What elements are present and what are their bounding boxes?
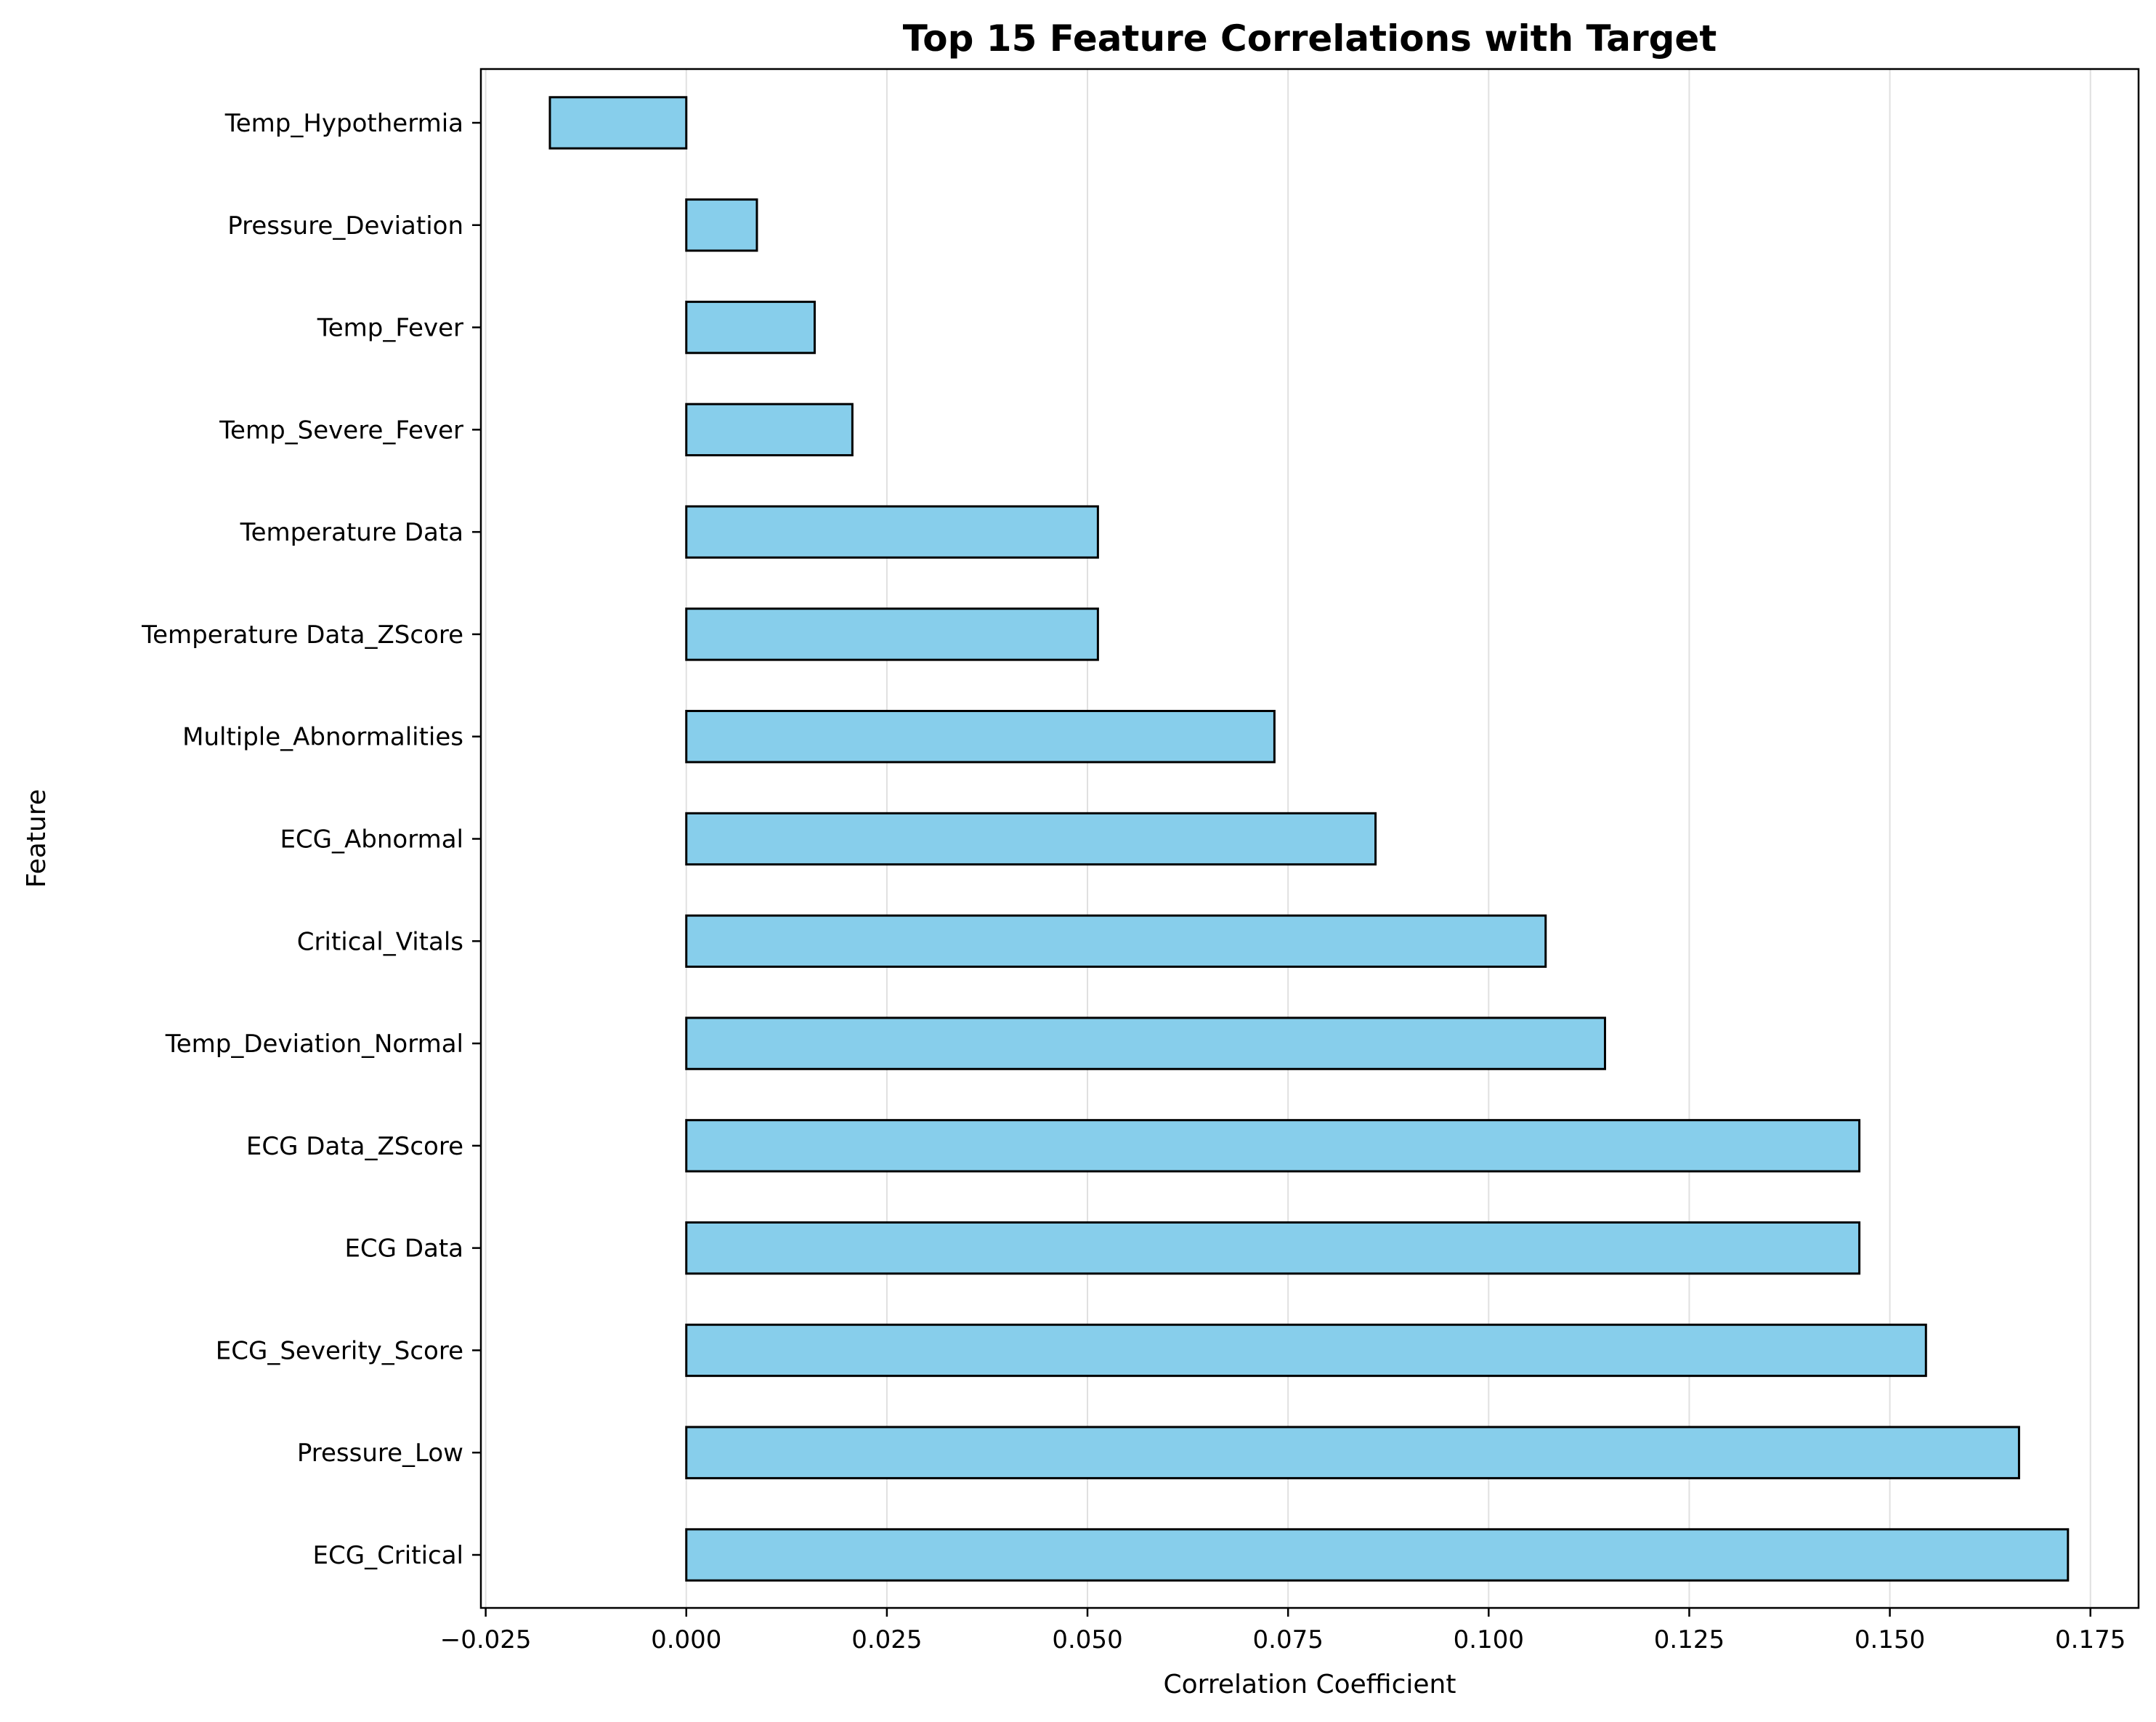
bar [685,914,1547,968]
x-axis-ticks: −0.025 0.000 0.025 0.050 0.075 0.100 0.125 0.15… [440,1608,2125,1654]
x-tick-label: 0.175 [2055,1625,2125,1654]
x-tick-label: 0.025 [851,1625,922,1654]
y-axis-ticks: Temp_Hypothermia Pressure_Deviation Temp_F… [141,109,481,1570]
y-tick-label: Temp_Fever [317,314,463,343]
y-tick-label: ECG_Severity_Score [216,1336,463,1365]
x-tick-label: 0.150 [1855,1625,1925,1654]
y-axis-label: Feature [22,789,52,888]
y-tick-label: Temp_Hypothermia [224,109,463,138]
y-tick-label: ECG_Critical [313,1541,464,1570]
y-tick-label: ECG Data_ZScore [246,1132,463,1161]
bar [685,505,1099,559]
y-tick-label: Pressure_Low [297,1439,463,1468]
x-axis-label: Correlation Coefficient [1164,1670,1456,1699]
bar [685,1323,1927,1378]
chart-title: Top 15 Feature Correlations with Target [903,17,1717,60]
y-tick-label: ECG Data [344,1234,463,1264]
y-tick-label: ECG_Abnormal [280,825,463,854]
bar [685,403,854,457]
y-tick-label: Temp_Deviation_Normal [165,1030,463,1059]
bar [685,812,1377,866]
x-tick-label: 0.075 [1253,1625,1324,1654]
bar [685,1528,2070,1582]
y-tick-label: Temp_Severe_Fever [219,416,463,445]
x-tick-label: 0.050 [1052,1625,1122,1654]
bar [685,1119,1861,1173]
x-tick-label: 0.100 [1454,1625,1524,1654]
y-tick-label: Multiple_Abnormalities [182,723,463,752]
x-tick-label: −0.025 [440,1625,532,1654]
x-tick-label: 0.000 [651,1625,721,1654]
bar [685,1016,1606,1070]
bar [685,1221,1861,1275]
y-tick-label: Pressure_Deviation [227,211,463,240]
bar [685,710,1276,764]
y-tick-label: Temperature Data_ZScore [141,621,463,650]
x-tick-label: 0.125 [1654,1625,1725,1654]
bar [548,96,688,150]
bar [685,198,758,252]
bar-layer [548,96,2070,1582]
y-tick-label: Critical_Vitals [297,927,463,956]
y-tick-label: Temperature Data [240,518,463,547]
bar [685,1426,2020,1479]
bar [685,300,816,355]
bar [685,607,1099,661]
